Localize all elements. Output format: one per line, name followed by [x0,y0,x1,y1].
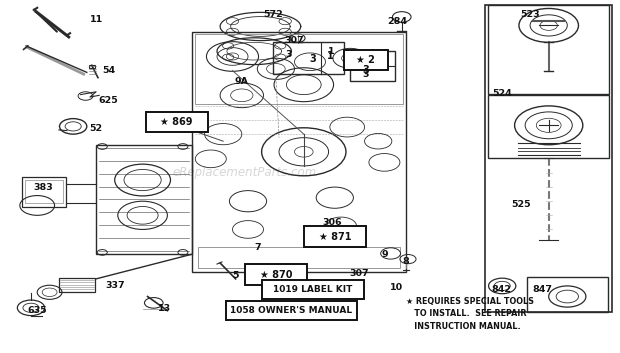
Bar [96,145,192,254]
Text: ★ REQUIRES SPECIAL TOOLS
   TO INSTALL.  SEE REPAIR
   INSTRUCTION MANUAL.: ★ REQUIRES SPECIAL TOOLS TO INSTALL. SEE… [406,297,534,330]
Bar [344,50,388,70]
Text: 307: 307 [285,36,304,45]
Text: 13: 13 [157,304,171,313]
Text: ★ 869: ★ 869 [161,117,193,127]
Text: 54: 54 [102,66,115,75]
Text: ★ 870: ★ 870 [260,270,292,280]
Bar [59,278,95,292]
Bar [304,226,366,247]
Text: 3: 3 [363,70,369,79]
Bar [485,0,620,353]
Bar [527,277,608,312]
Text: 9: 9 [381,250,388,259]
Text: 284: 284 [387,17,407,26]
Text: ★ 871: ★ 871 [319,232,351,241]
Text: 1019 LABEL KIT: 1019 LABEL KIT [273,285,353,294]
Text: 635: 635 [27,306,47,315]
Bar [488,95,609,158]
Bar [350,51,395,81]
Bar [192,32,406,272]
Bar [488,5,609,94]
Text: 10: 10 [390,283,404,292]
Text: 3: 3 [285,50,291,59]
Text: 11: 11 [89,15,103,24]
Text: 337: 337 [105,281,125,291]
Text: 1058 OWNER'S MANUAL: 1058 OWNER'S MANUAL [231,306,352,315]
Text: 9A: 9A [235,77,249,86]
Text: 523: 523 [520,10,540,19]
Bar [226,301,356,320]
Text: 1: 1 [329,47,335,56]
Bar [146,112,208,132]
Bar [245,264,307,285]
Bar [0,0,490,353]
Text: 3: 3 [363,65,369,75]
Text: 5: 5 [232,271,239,280]
Text: 306: 306 [322,218,342,227]
Text: 7: 7 [254,243,260,252]
Bar [195,34,403,104]
Text: 842: 842 [491,285,511,294]
Text: 847: 847 [533,285,552,294]
Bar [22,176,66,207]
Text: 572: 572 [263,10,283,19]
Bar [25,180,63,203]
Text: eReplacementParts.com: eReplacementParts.com [173,167,317,179]
Text: ★ 2: ★ 2 [356,55,375,65]
Text: 3: 3 [310,54,316,64]
Text: 8: 8 [403,257,409,266]
Text: 625: 625 [99,96,118,105]
Text: 307: 307 [350,269,370,278]
Text: 52: 52 [89,124,103,133]
Text: 1: 1 [327,51,333,61]
Bar [273,42,344,74]
Text: 525: 525 [511,200,531,209]
Bar [262,280,365,299]
Bar [89,65,95,68]
Bar [198,247,400,268]
Text: 383: 383 [33,183,53,192]
Text: 524: 524 [492,89,512,98]
Bar [485,5,612,312]
